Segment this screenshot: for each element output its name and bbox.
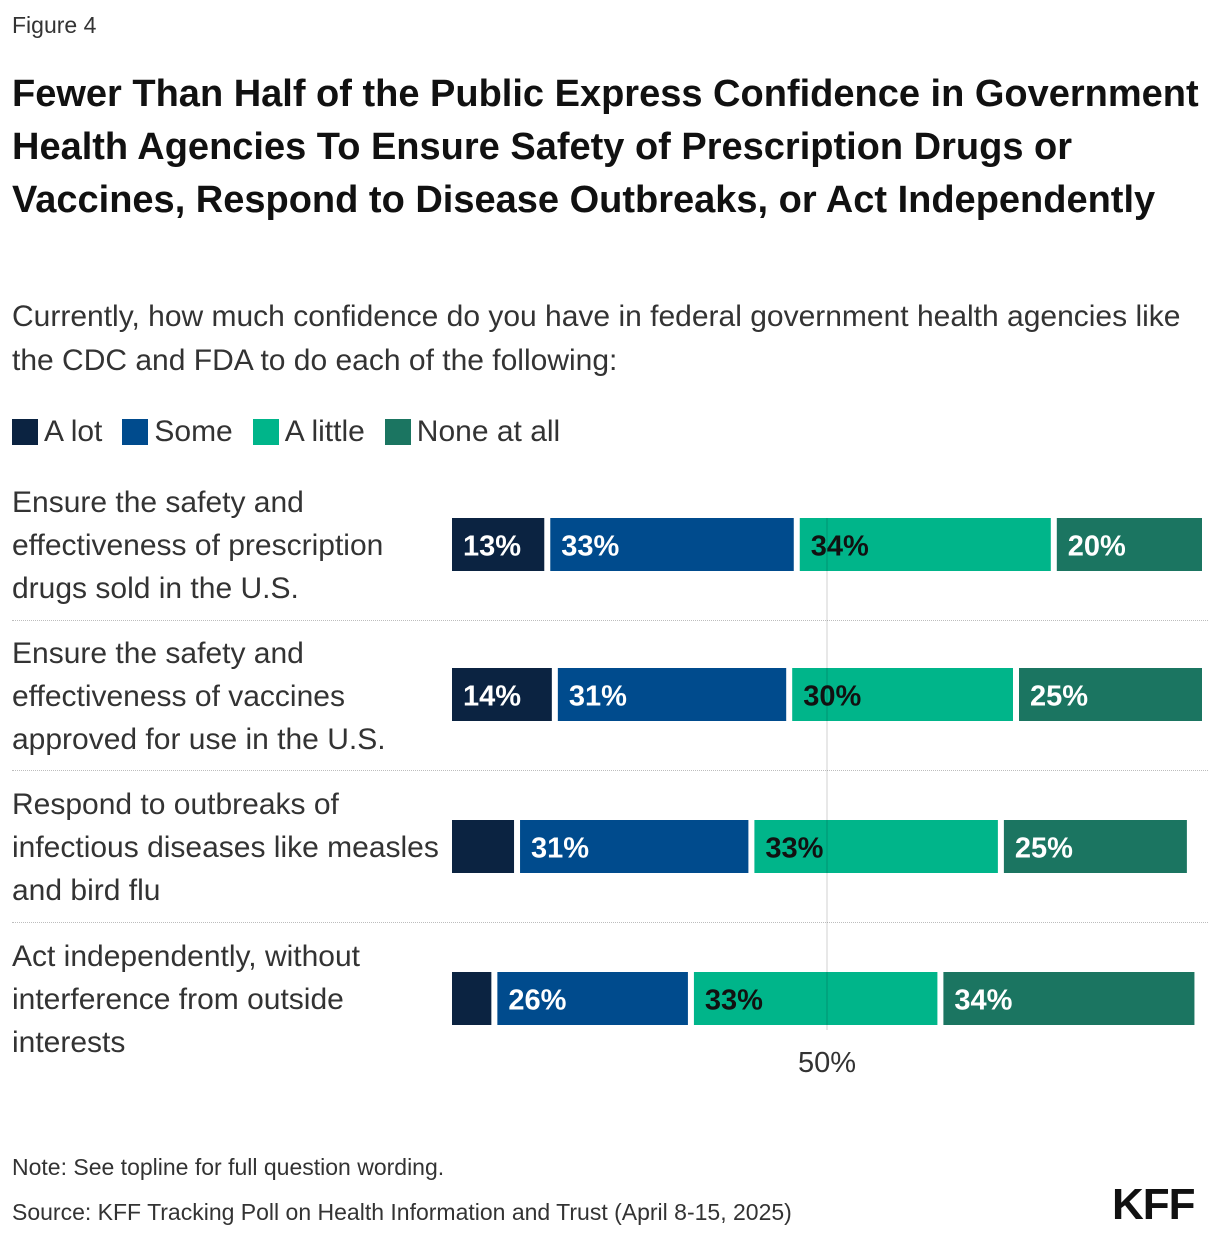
bar-segment-a-little bbox=[792, 668, 1013, 721]
legend-swatch-none-at-all bbox=[384, 419, 411, 445]
bar-segment-a-little bbox=[754, 820, 998, 873]
row-divider bbox=[12, 922, 1208, 923]
legend-label-some: Some bbox=[154, 415, 233, 448]
figure-label: Figure 4 bbox=[12, 12, 97, 38]
legend-item-a-little: A little bbox=[252, 415, 365, 449]
legend-label-a-little: A little bbox=[284, 415, 365, 448]
bar-segment-some bbox=[497, 972, 688, 1025]
bar-value-label: 25% bbox=[1015, 833, 1073, 865]
row-label-outbreaks: Respond to outbreaks of infectious disea… bbox=[12, 788, 439, 907]
legend-item-none-at-all: None at all bbox=[384, 415, 561, 449]
bar-value-label: 14% bbox=[463, 681, 521, 713]
bar-value-label: 34% bbox=[954, 985, 1012, 1017]
chart-subtitle: Currently, how much confidence do you ha… bbox=[12, 300, 1181, 377]
bar-value-label: 31% bbox=[531, 833, 589, 865]
source-note: Source: KFF Tracking Poll on Health Info… bbox=[12, 1199, 792, 1225]
row-label-vaccines: Ensure the safety and effectiveness of v… bbox=[12, 637, 386, 756]
row-divider bbox=[12, 770, 1208, 771]
row-label-prescription-drugs: Ensure the safety and effectiveness of p… bbox=[12, 486, 384, 605]
bar-value-label: 33% bbox=[705, 985, 763, 1017]
bar-value-label: 26% bbox=[508, 985, 566, 1017]
bar-value-label: 13% bbox=[463, 531, 521, 563]
bar-segment-a-lot bbox=[452, 668, 552, 721]
bar-segment-none-at-all bbox=[1019, 668, 1202, 721]
row-label-act-independently: Act independently, without interference … bbox=[12, 940, 361, 1059]
legend-swatch-a-lot bbox=[12, 419, 38, 445]
footnote: Note: See topline for full question word… bbox=[12, 1154, 445, 1180]
bar-value-label: 20% bbox=[1068, 531, 1126, 563]
legend-item-a-lot: A lot bbox=[12, 415, 102, 449]
bar-value-label: 33% bbox=[765, 833, 823, 865]
row-divider bbox=[12, 620, 1208, 621]
reference-line-label: 50% bbox=[798, 1047, 856, 1079]
chart-title: Fewer Than Half of the Public Express Co… bbox=[12, 73, 1199, 221]
bar-value-label: 34% bbox=[811, 531, 869, 563]
bar-segment-a-lot bbox=[452, 518, 545, 571]
kff-logo: KFF bbox=[1112, 1180, 1196, 1229]
bar-value-label: 30% bbox=[803, 681, 861, 713]
legend-swatch-some bbox=[122, 419, 149, 445]
bar-segment-a-lot bbox=[452, 820, 515, 873]
bar-segment-a-little bbox=[693, 972, 938, 1025]
legend-swatch-a-little bbox=[252, 419, 279, 445]
legend: A lot Some A little None at all bbox=[12, 412, 580, 452]
bar-value-label: 25% bbox=[1030, 681, 1088, 713]
legend-label-a-lot: A lot bbox=[44, 415, 103, 448]
legend-label-none-at-all: None at all bbox=[416, 415, 561, 448]
legend-item-some: Some bbox=[122, 415, 233, 449]
bar-segment-a-lot bbox=[452, 972, 492, 1025]
bar-segment-none-at-all bbox=[1003, 820, 1187, 873]
bar-value-label: 31% bbox=[569, 681, 627, 713]
bar-segment-some bbox=[557, 668, 787, 721]
bar-segment-some bbox=[550, 518, 794, 571]
bar-segment-none-at-all bbox=[1056, 518, 1202, 571]
bar-segment-some bbox=[520, 820, 749, 873]
bar-segment-none-at-all bbox=[943, 972, 1195, 1025]
bar-segment-a-little bbox=[799, 518, 1051, 571]
bar-value-label: 33% bbox=[561, 531, 619, 563]
